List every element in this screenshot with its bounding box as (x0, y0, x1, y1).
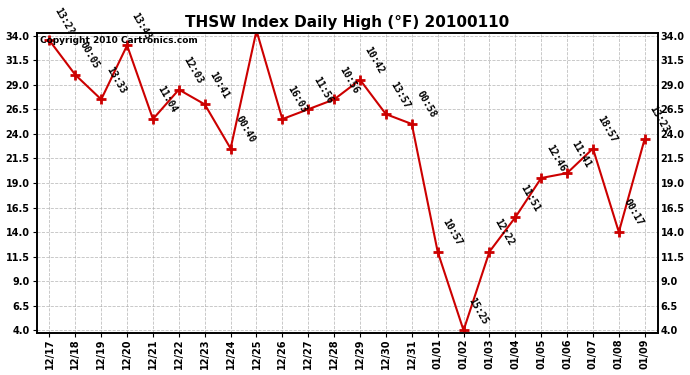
Title: THSW Index Daily High (°F) 20100110: THSW Index Daily High (°F) 20100110 (185, 15, 509, 30)
Text: 12:46: 12:46 (544, 143, 567, 174)
Text: Copyright 2010 Cartronics.com: Copyright 2010 Cartronics.com (39, 36, 197, 45)
Text: 15:25: 15:25 (466, 296, 490, 326)
Text: 10:57: 10:57 (440, 217, 464, 248)
Text: 11:51: 11:51 (518, 183, 542, 213)
Text: 00:40: 00:40 (233, 114, 257, 144)
Text: 18:57: 18:57 (595, 114, 619, 144)
Text: 13:33: 13:33 (104, 65, 128, 95)
Text: 11:56: 11:56 (311, 75, 335, 105)
Text: 13:57: 13:57 (388, 80, 412, 110)
Text: 00:58: 00:58 (415, 89, 438, 120)
Text: 00:17: 00:17 (622, 198, 645, 228)
Text: 00:05: 00:05 (78, 40, 101, 71)
Text: 13:23: 13:23 (647, 104, 671, 135)
Text: 11:04: 11:04 (156, 84, 179, 115)
Text: 12:22: 12:22 (492, 217, 515, 248)
Text: 10:42: 10:42 (363, 45, 386, 76)
Text: 16:03: 16:03 (285, 84, 308, 115)
Text: 10:41: 10:41 (208, 70, 231, 100)
Text: 10:56: 10:56 (337, 65, 360, 95)
Text: 11:40: 11:40 (0, 374, 1, 375)
Text: 13:2?: 13:2? (52, 6, 76, 36)
Text: 11:41: 11:41 (570, 138, 593, 169)
Text: 13:43: 13:43 (130, 11, 153, 41)
Text: 12:03: 12:03 (181, 55, 205, 86)
